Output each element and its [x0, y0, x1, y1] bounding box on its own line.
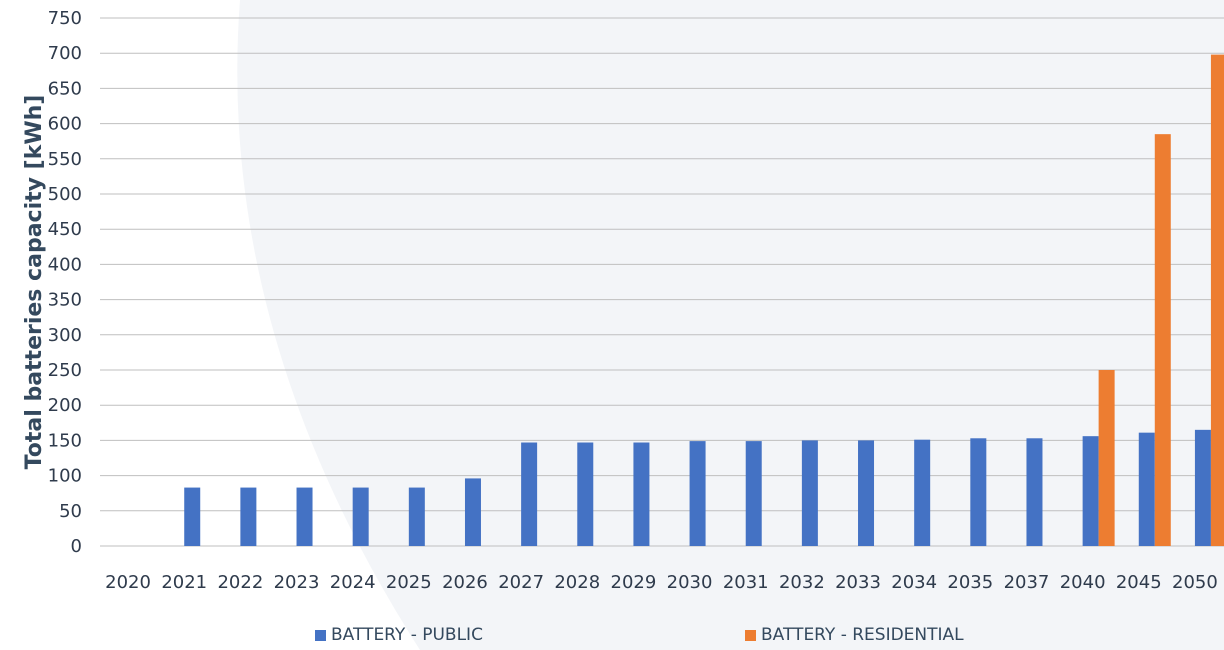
bar-public [1138, 432, 1155, 546]
legend-label-residential: BATTERY - RESIDENTIAL [761, 625, 964, 645]
legend-swatch-residential [745, 629, 756, 641]
y-tick-label: 350 [48, 290, 82, 311]
x-tick-label: 2021 [161, 572, 207, 593]
y-tick-label: 650 [48, 78, 82, 99]
bar-public [296, 487, 313, 546]
gridlines [100, 17, 1224, 547]
legend-item-public: BATTERY - PUBLIC [315, 625, 483, 645]
x-tick-label: 2022 [217, 572, 263, 593]
bar-public [633, 442, 650, 546]
y-tick-label: 150 [48, 430, 82, 451]
legend: BATTERY - PUBLIC BATTERY - RESIDENTIAL [0, 625, 1224, 649]
bar-public [689, 441, 706, 546]
bar-public [408, 487, 425, 546]
y-tick-label: 50 [59, 501, 82, 522]
bar-public [240, 487, 257, 546]
y-tick-label: 450 [48, 219, 82, 240]
x-tick-label: 2035 [947, 572, 993, 593]
x-tick-label: 2032 [779, 572, 825, 593]
y-tick-label: 550 [48, 149, 82, 170]
y-tick-label: 750 [48, 8, 82, 29]
y-tick-label: 250 [48, 360, 82, 381]
x-tick-label: 2027 [498, 572, 544, 593]
x-tick-label: 2040 [1060, 572, 1106, 593]
x-tick-label: 2029 [611, 572, 657, 593]
y-tick-label: 600 [48, 114, 82, 135]
bar-public [577, 442, 594, 546]
bar-residential [1154, 134, 1171, 546]
bar-public [1082, 436, 1099, 546]
bar-public [858, 440, 875, 546]
bar-public [521, 442, 538, 546]
x-tick-label: 2028 [554, 572, 600, 593]
x-tick-label: 2023 [274, 572, 320, 593]
y-tick-label: 0 [71, 536, 82, 557]
y-tick-label: 200 [48, 395, 82, 416]
bar-public [184, 487, 201, 546]
x-tick-label: 2033 [835, 572, 881, 593]
bar-public [745, 441, 762, 546]
bar-public [914, 439, 931, 546]
x-tick-label: 2045 [1116, 572, 1162, 593]
x-tick-label: 2037 [1004, 572, 1050, 593]
x-tick-label: 2024 [330, 572, 376, 593]
y-tick-label: 400 [48, 254, 82, 275]
y-tick-label: 700 [48, 43, 82, 64]
x-tick-label: 2050 [1172, 572, 1218, 593]
bar-public [352, 487, 369, 546]
y-axis-ticks: 0 50 100 150 200 250 300 350 400 450 500 550 600 650 7… [48, 8, 82, 557]
x-tick-label: 2026 [442, 572, 488, 593]
x-tick-label: 2034 [891, 572, 937, 593]
x-tick-label: 2025 [386, 572, 432, 593]
bar-public [1194, 429, 1211, 546]
x-axis-ticks: 2020 2021 2022 2023 2024 2025 2026 2027 2028 2029… [105, 572, 1218, 593]
x-tick-label: 2031 [723, 572, 769, 593]
bar-public [970, 438, 987, 546]
y-tick-label: 100 [48, 466, 82, 487]
x-tick-label: 2030 [667, 572, 713, 593]
bars [184, 54, 1224, 546]
x-tick-label: 2020 [105, 572, 151, 593]
bar-residential [1210, 54, 1224, 546]
y-tick-label: 300 [48, 325, 82, 346]
y-tick-label: 500 [48, 184, 82, 205]
legend-swatch-public [315, 629, 326, 641]
bar-public [464, 478, 481, 546]
legend-item-residential: BATTERY - RESIDENTIAL [745, 625, 964, 645]
bar-residential [1098, 370, 1115, 546]
bar-public [1026, 438, 1043, 546]
y-axis-label: Total batteries capacity [kWh] [22, 95, 47, 470]
legend-label-public: BATTERY - PUBLIC [331, 625, 483, 645]
bar-public [801, 440, 818, 546]
